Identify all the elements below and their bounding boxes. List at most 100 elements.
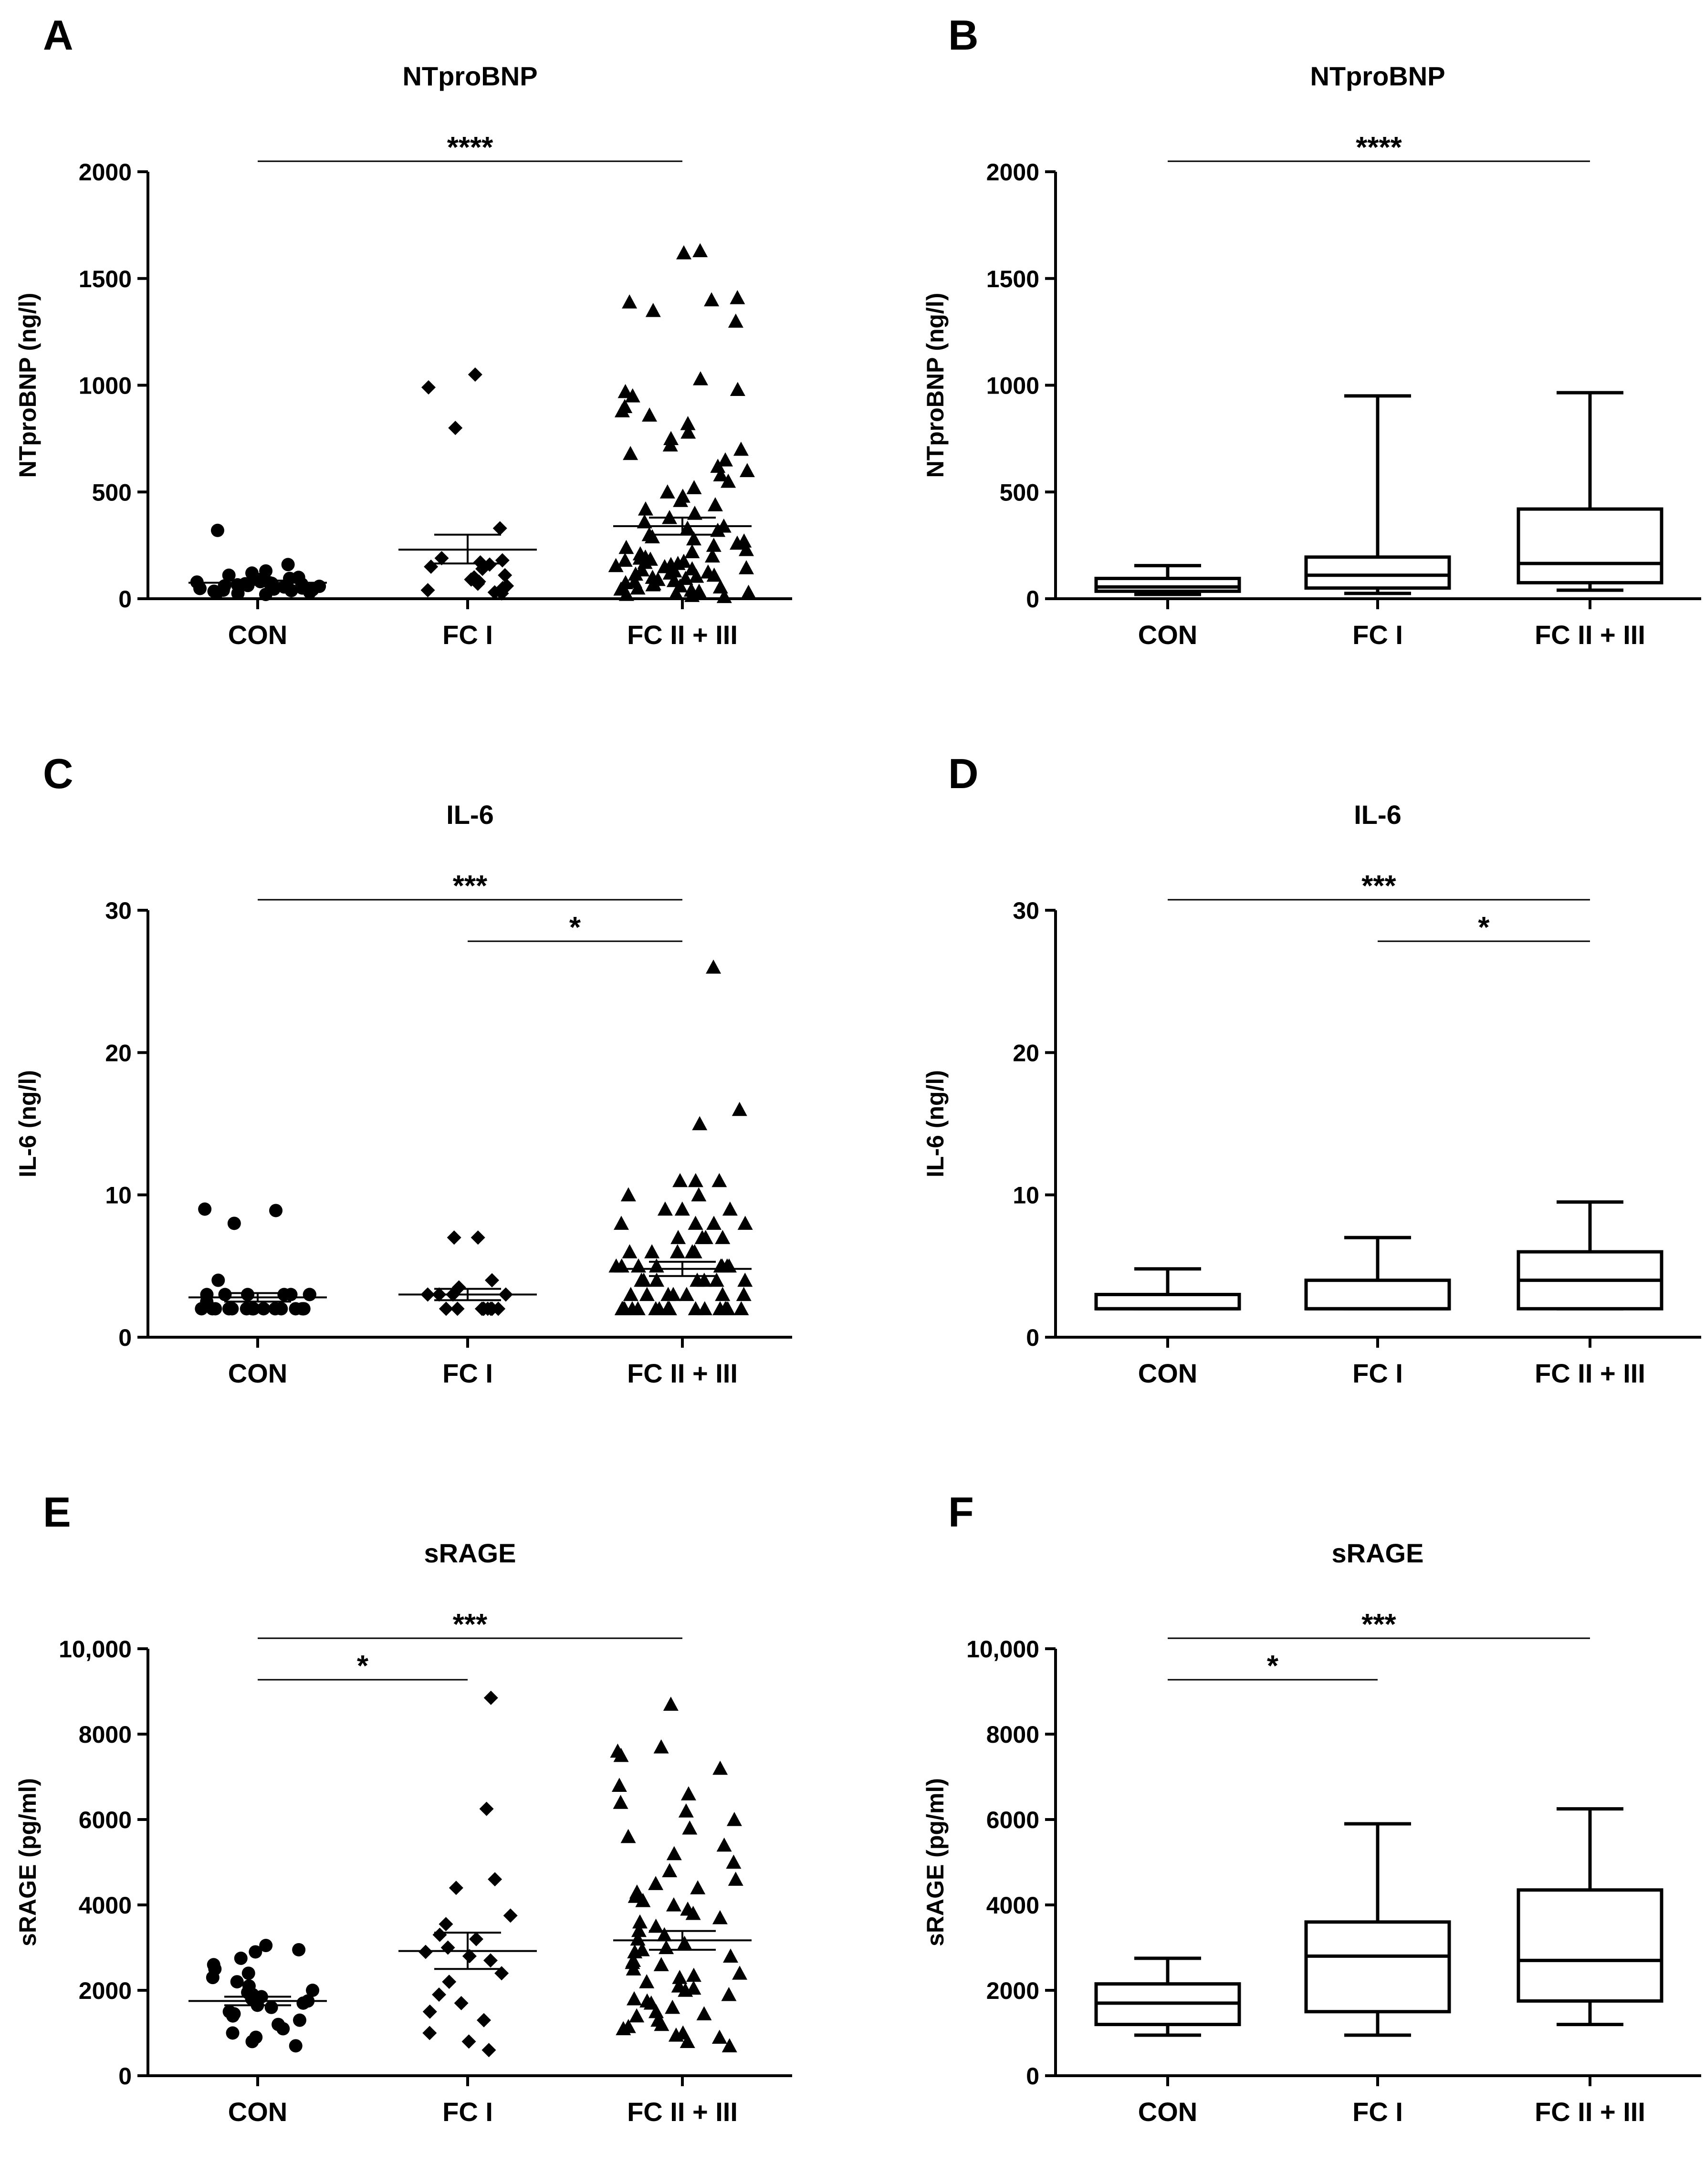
data-point [623, 446, 638, 460]
panel-title: sRAGE [424, 1538, 516, 1568]
data-point [686, 531, 701, 546]
data-point [684, 544, 700, 559]
data-point [422, 2004, 437, 2019]
data-point [686, 1967, 701, 1982]
data-point [618, 587, 634, 601]
data-point [482, 557, 497, 572]
box [1304, 1920, 1451, 2014]
data-point [635, 1893, 651, 1907]
y-axis-label: IL-6 (ng/l) [14, 1070, 41, 1177]
data-point [653, 1739, 669, 1754]
data-point [682, 1820, 698, 1835]
data-point [230, 1975, 244, 1989]
chart-svg: 0 500 1000 1500 2000 CON FC I FC II + III NTproB… [14, 131, 792, 650]
data-point [421, 380, 436, 395]
significance-label: *** [1361, 870, 1396, 903]
y-tick-label: 1500 [986, 266, 1039, 292]
data-point [498, 568, 513, 582]
data-point [732, 1966, 748, 1980]
data-point [678, 1803, 694, 1818]
data-point [662, 1863, 678, 1877]
x-tick-label: FC II + III [627, 1358, 738, 1388]
data-point [276, 2022, 290, 2036]
data-point [303, 1288, 316, 1301]
y-tick-label: 0 [118, 1324, 132, 1351]
data-point [649, 1272, 665, 1287]
data-point [704, 548, 720, 563]
y-tick-label: 0 [1026, 586, 1039, 613]
data-point [741, 584, 756, 599]
panel-a: A NTproBNP 0 500 1000 1500 2000 CON FC I FC II … [0, 0, 852, 707]
data-point [648, 1876, 664, 1890]
panel-title: IL-6 [1354, 800, 1402, 830]
y-tick-label: 2000 [79, 1977, 132, 2004]
data-point [231, 586, 245, 600]
panel-label: D [948, 750, 979, 797]
box [1094, 576, 1241, 593]
y-tick-label: 10,000 [59, 1636, 132, 1663]
data-point [432, 1927, 447, 1942]
data-point [691, 1187, 707, 1202]
data-point [222, 568, 236, 582]
data-point [696, 1272, 712, 1287]
data-point [738, 542, 754, 556]
data-point [483, 1690, 498, 1705]
data-point [689, 569, 704, 583]
significance-label: * [1478, 911, 1490, 944]
data-point [259, 588, 272, 602]
data-point [692, 1116, 708, 1131]
data-point [665, 1999, 680, 2014]
data-point [710, 522, 726, 537]
data-point [730, 290, 745, 304]
data-point [673, 493, 689, 507]
data-point [712, 1760, 728, 1775]
box [1517, 1888, 1663, 2003]
data-point [613, 1216, 629, 1230]
data-point [257, 1302, 271, 1316]
significance-label: *** [453, 870, 488, 903]
data-point [476, 2013, 491, 2028]
panel-title: NTproBNP [1310, 61, 1445, 91]
data-point [668, 585, 684, 600]
x-tick-label: FC I [1352, 1358, 1403, 1388]
data-point [715, 1287, 731, 1301]
data-point [657, 1201, 673, 1216]
x-tick-label: CON [228, 620, 287, 650]
data-point [259, 1939, 273, 1953]
data-point [642, 407, 658, 422]
data-point [672, 1970, 688, 1984]
data-point [721, 1986, 737, 2001]
significance-label: * [569, 911, 581, 944]
data-point [475, 562, 490, 576]
data-point [648, 2004, 664, 2018]
box [1304, 555, 1451, 590]
data-point [668, 2027, 684, 2042]
data-point [226, 2009, 240, 2023]
y-tick-label: 30 [105, 897, 132, 924]
data-point [492, 521, 507, 536]
x-tick-label: FC I [442, 1358, 493, 1388]
data-point [281, 558, 295, 572]
data-point [630, 580, 646, 595]
data-point [729, 535, 745, 550]
y-axis-label: NTproBNP (ng/l) [14, 293, 41, 478]
data-point [620, 1187, 636, 1202]
data-point [626, 1961, 641, 1976]
data-point [722, 1201, 738, 1216]
data-point [630, 1258, 646, 1273]
data-point [726, 1854, 742, 1869]
significance-label: **** [447, 131, 493, 164]
data-point [666, 1897, 681, 1912]
data-point [422, 2026, 437, 2040]
significance-label: *** [1361, 1608, 1396, 1641]
data-point [503, 1908, 518, 1923]
data-point [631, 1923, 647, 1937]
y-tick-label: 500 [1000, 479, 1039, 506]
data-point [617, 552, 633, 567]
data-point [627, 1944, 643, 1959]
data-point [657, 1927, 672, 1942]
y-tick-label: 8000 [986, 1721, 1039, 1748]
data-point [644, 529, 660, 543]
data-point [293, 2013, 306, 2027]
data-point [694, 1230, 710, 1244]
